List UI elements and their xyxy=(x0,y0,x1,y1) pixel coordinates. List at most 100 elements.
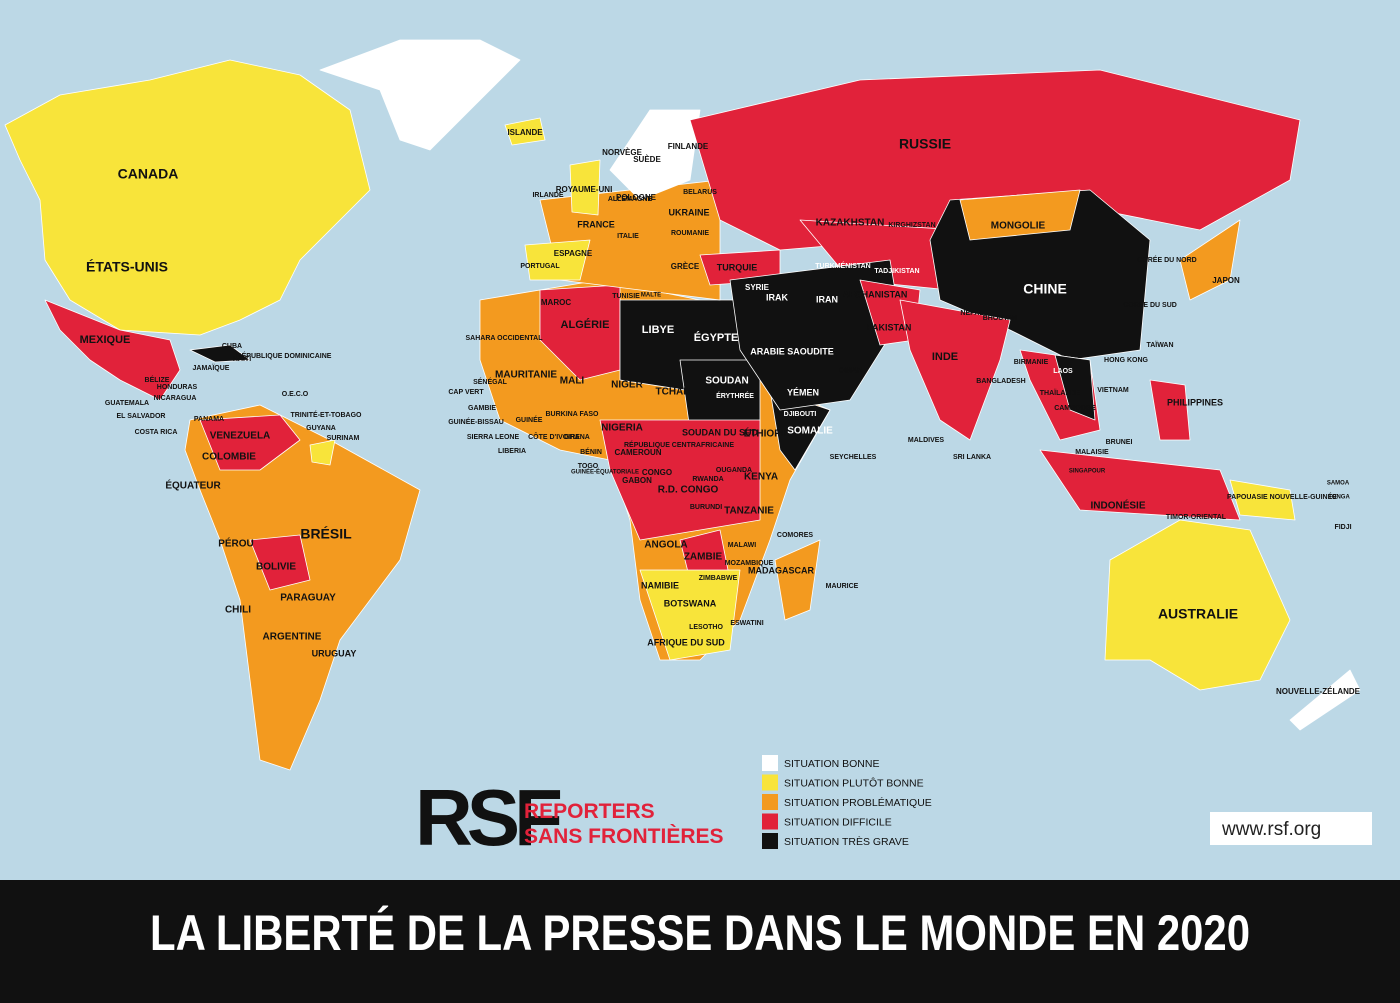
country-label: CANADA xyxy=(118,166,179,182)
country-label: AFGHANISTAN xyxy=(843,289,908,299)
country-label: LESOTHO xyxy=(689,624,723,631)
country-label: OMAN xyxy=(839,366,864,375)
country-label: PHILIPPINES xyxy=(1167,397,1223,407)
country-label: JAMAÏQUE xyxy=(193,364,230,372)
country-label: INDE xyxy=(932,351,958,363)
country-label: ALLEMAGNE xyxy=(608,196,653,203)
country-label: RUSSIE xyxy=(899,136,951,152)
country-label: ALGÉRIE xyxy=(561,318,610,331)
country-label: AUSTRALIE xyxy=(1158,606,1238,622)
country-label: TRINITÉ-ET-TOBAGO xyxy=(290,410,362,419)
land xyxy=(4,39,1361,771)
country-label: BRUNEI xyxy=(1106,439,1133,446)
country-label: MADAGASCAR xyxy=(748,565,814,575)
country-label: SINGAPOUR xyxy=(1069,469,1106,475)
country-label: OUGANDA xyxy=(716,467,752,474)
country-label: VENEZUELA xyxy=(210,431,271,442)
country-label: MONGOLIE xyxy=(991,221,1046,232)
country-label: SRI LANKA xyxy=(953,454,991,461)
country-label: HONDURAS xyxy=(157,384,198,391)
country-label: LIBERIA xyxy=(498,448,526,455)
country-label: UKRAINE xyxy=(668,207,709,217)
logo-line: SANS FRONTIÈRES xyxy=(524,825,724,848)
country-label: CAMBODGE xyxy=(1054,405,1096,412)
legend-label: SITUATION TRÈS GRAVE xyxy=(784,835,909,848)
country-label: RÉPUBLIQUE CENTRAFRICAINE xyxy=(624,440,734,449)
country-label: KENYA xyxy=(744,472,778,483)
country-label: INDONÉSIE xyxy=(1090,499,1145,512)
country-label: JAPON xyxy=(1212,276,1240,285)
country-label: THAÏLANDE xyxy=(1040,389,1081,397)
country-label: MAURITANIE xyxy=(495,370,557,381)
country-label: BURKINA FASO xyxy=(545,411,599,418)
country-label: LIBYE xyxy=(642,324,674,336)
country-label: TIMOR-ORIENTAL xyxy=(1166,514,1227,521)
country-label: IRAK xyxy=(766,292,788,302)
country-label: CUBA xyxy=(222,343,242,350)
country-label: ESPAGNE xyxy=(554,249,593,258)
legend-swatch xyxy=(762,833,778,849)
url[interactable]: www.rsf.org xyxy=(1221,819,1321,840)
country-label: SYRIE xyxy=(745,283,770,292)
country-label: FIDJI xyxy=(1334,524,1351,531)
legend-swatch xyxy=(762,794,778,810)
country-labels: CANADA ÉTATS-UNIS RUSSIE CHINE BRÉSIL AUSTRAL… xyxy=(80,128,1361,696)
country-label: GUINÉE-ÉQUATORIALE xyxy=(571,468,639,476)
country-label: EL SALVADOR xyxy=(116,413,165,420)
country-label: YÉMEN xyxy=(787,387,819,397)
country-label: MAURICE xyxy=(826,583,859,590)
country-label: SAHARA OCCIDENTAL xyxy=(466,335,544,342)
country-label: TUNISIE xyxy=(612,293,640,300)
country-label: BELARUS xyxy=(683,189,717,196)
country-label: NOUVELLE-ZÉLANDE xyxy=(1276,687,1361,696)
country-label: TURKMÉNISTAN xyxy=(815,261,870,270)
country-label: IRLANDE xyxy=(532,192,563,199)
country-label: ÉQUATEUR xyxy=(165,479,221,492)
country-label: RWANDA xyxy=(692,476,723,483)
country-label: MEXIQUE xyxy=(80,334,131,346)
country-label: GHANA xyxy=(564,434,590,441)
country-label: SAMOA xyxy=(1327,481,1350,487)
country-label: TADJIKISTAN xyxy=(874,268,919,275)
country-label: FINLANDE xyxy=(668,142,709,151)
country-label: NAMIBIE xyxy=(641,580,679,590)
country-label: TANZANIE xyxy=(724,506,774,517)
country-label: BÉNIN xyxy=(580,447,602,456)
country-label: PANAMA xyxy=(194,416,224,423)
legend: SITUATION BONNE SITUATION PLUTÔT BONNE SIT… xyxy=(762,755,932,849)
country-label: COLOMBIE xyxy=(202,452,256,463)
country-label: GRÈCE xyxy=(671,262,700,271)
country-label: FRANCE xyxy=(577,219,615,229)
country-label: ARABIE SAOUDITE xyxy=(750,346,834,356)
country-label: ÉTHIOPIE xyxy=(744,427,791,440)
country-label: SOMALIE xyxy=(787,426,833,437)
country-label: ITALIE xyxy=(617,233,639,240)
country-label: SIERRA LEONE xyxy=(467,434,520,441)
country-label: MALTE xyxy=(641,293,661,299)
country-label: TURQUIE xyxy=(717,262,758,272)
country-label: VIETNAM xyxy=(1097,387,1129,394)
country-label: NICARAGUA xyxy=(154,395,197,402)
country-label: COMORES xyxy=(777,532,814,539)
country-label: SOUDAN xyxy=(705,376,748,387)
country-label: TCHAD xyxy=(656,387,691,398)
country-label: BHOUTAN xyxy=(983,315,1017,322)
country-label: CORÉE DU SUD xyxy=(1123,300,1177,309)
country-label: O.E.C.O xyxy=(282,391,309,398)
country-label: ROUMANIE xyxy=(671,230,709,237)
country-label: BOTSWANA xyxy=(664,598,717,608)
country-label: GAMBIE xyxy=(468,405,496,412)
country-label: PORTUGAL xyxy=(520,263,560,270)
country-label: ROYAUME-UNI xyxy=(556,185,613,194)
country-label: ÉRYTHRÉE xyxy=(716,391,754,400)
country-label: URUGUAY xyxy=(312,648,357,658)
country-label: ESWATINI xyxy=(730,620,763,627)
country-label: NORVÈGE xyxy=(602,148,643,157)
country-label: BÉLIZE xyxy=(145,375,170,384)
country-label: LAOS xyxy=(1053,368,1073,375)
country-label: KIRGHIZSTAN xyxy=(888,222,935,229)
country-label: DJIBOUTI xyxy=(784,411,817,418)
country-label: NÉPAL xyxy=(960,308,984,317)
country-label: ÉTATS-UNIS xyxy=(86,259,168,275)
